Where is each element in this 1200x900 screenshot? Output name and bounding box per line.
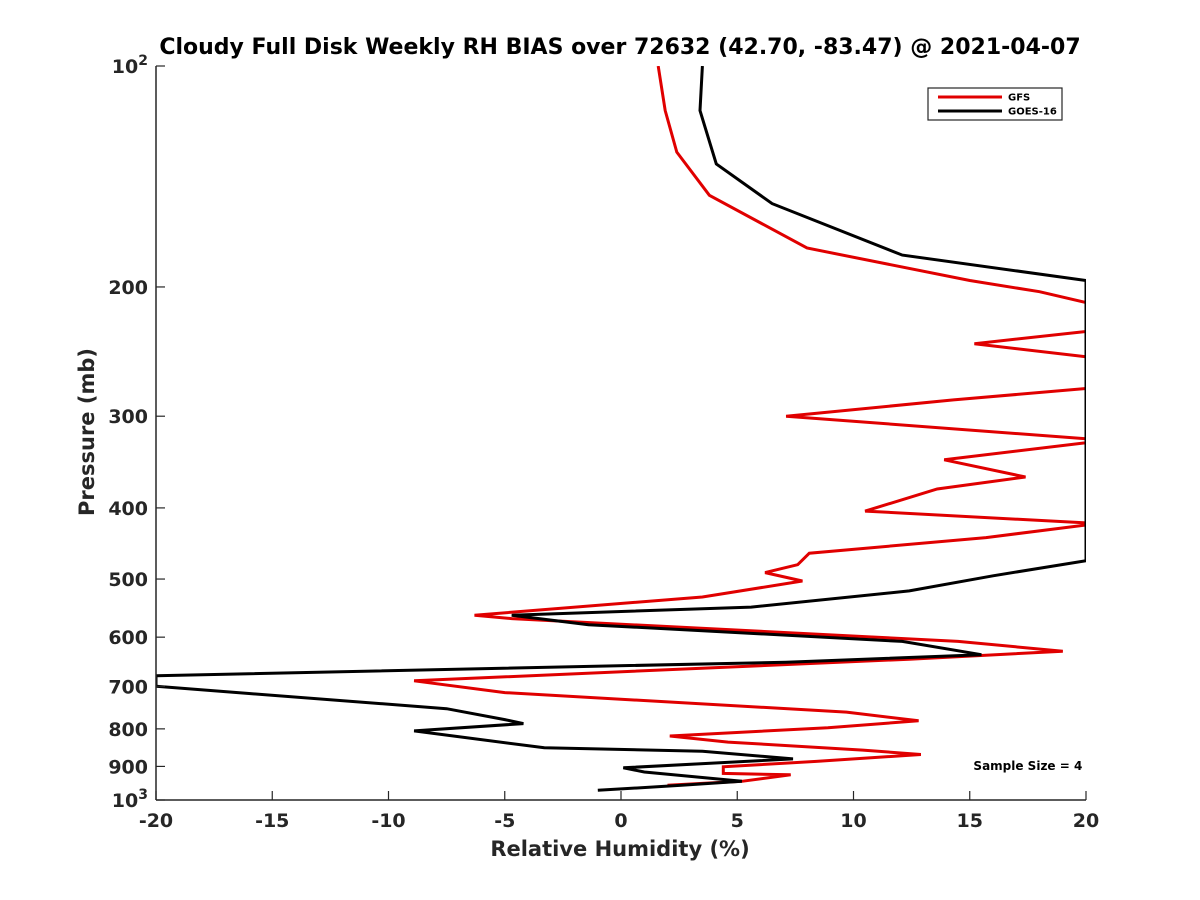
axes: -20 -15 -10 -5 0 5 10 15 20102200300400500600700…: [108, 53, 1099, 832]
annotations: Sample Size = 4: [973, 759, 1082, 773]
y-tick-label-base: 400: [108, 498, 148, 520]
y-tick-label-base: 500: [108, 569, 148, 591]
series-line-gfs: [413, 66, 1086, 787]
x-tick-label: -5: [494, 810, 515, 832]
x-tick-label: 5: [731, 810, 744, 832]
x-tick-label: -15: [255, 810, 289, 832]
y-tick-label: 600: [108, 627, 148, 649]
y-tick-label: 200: [108, 277, 148, 299]
y-tick-label: 103: [112, 787, 148, 812]
x-tick-label: 10: [840, 810, 866, 832]
x-tick-label: 0: [614, 810, 627, 832]
x-axis-label: Relative Humidity (%): [490, 837, 749, 861]
legend-label: GFS: [1008, 93, 1030, 104]
legend-box: [927, 87, 1063, 121]
y-tick-label: 300: [108, 406, 148, 428]
sample-size-annotation: Sample Size = 4: [973, 759, 1082, 773]
x-tick-label: 20: [1073, 810, 1099, 832]
series-line-goes-16: [156, 66, 1086, 792]
series-group: [156, 66, 1086, 792]
x-tick-label: 15: [957, 810, 983, 832]
y-tick-label-base: 10: [112, 790, 138, 812]
y-tick-label: 500: [108, 569, 148, 591]
y-tick-label-exponent: 2: [138, 53, 148, 69]
y-tick-label-base: 200: [108, 277, 148, 299]
y-tick-label-base: 300: [108, 406, 148, 428]
legend-label: GOES-16: [1008, 107, 1057, 118]
legend: GFS GOES-16: [927, 87, 1063, 121]
y-tick-label-base: 600: [108, 627, 148, 649]
y-tick-label-base: 800: [108, 719, 148, 741]
y-axis-label: Pressure (mb): [75, 348, 99, 516]
y-tick-label-exponent: 3: [138, 787, 148, 803]
x-tick-label: -20: [139, 810, 173, 832]
y-tick-label-base: 700: [108, 676, 148, 698]
y-tick-label: 900: [108, 756, 148, 778]
y-tick-label: 700: [108, 676, 148, 698]
y-tick-label: 400: [108, 498, 148, 520]
y-tick-label-base: 900: [108, 756, 148, 778]
y-tick-label: 800: [108, 719, 148, 741]
chart-title: Cloudy Full Disk Weekly RH BIAS over 726…: [159, 35, 1080, 60]
y-tick-label: 102: [112, 53, 148, 78]
x-tick-label: -10: [371, 810, 405, 832]
y-tick-label-base: 10: [112, 56, 138, 78]
